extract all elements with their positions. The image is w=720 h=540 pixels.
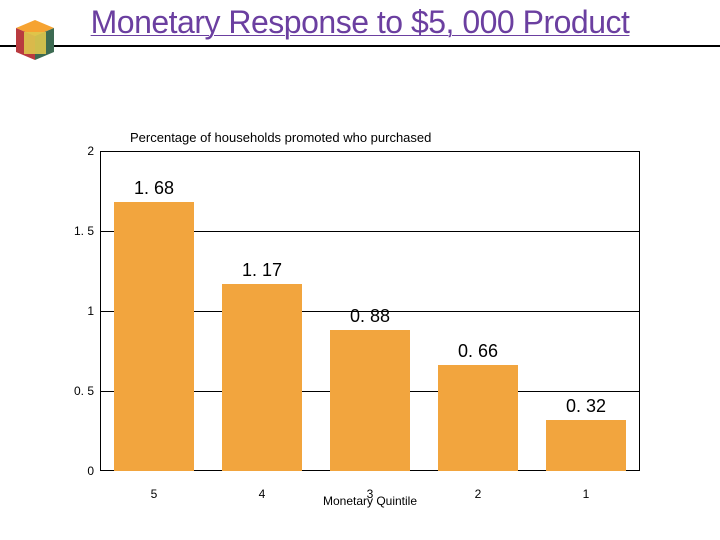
- bar-value-label: 1. 68: [134, 178, 174, 199]
- grid-line: [100, 151, 640, 152]
- bar: 0. 32: [546, 420, 626, 471]
- bar: 1. 68: [114, 202, 194, 471]
- y-tick-label: 2: [87, 144, 94, 158]
- x-tick-label: 1: [583, 487, 590, 501]
- y-tick-label: 0: [87, 464, 94, 478]
- bar: 0. 66: [438, 365, 518, 471]
- bar-value-label: 0. 32: [566, 396, 606, 417]
- y-tick-label: 0. 5: [74, 384, 94, 398]
- y-tick-label: 1: [87, 304, 94, 318]
- bar: 0. 88: [330, 330, 410, 471]
- x-axis-label: Monetary Quintile: [323, 494, 417, 508]
- y-tick-label: 1. 5: [74, 224, 94, 238]
- bar-value-label: 0. 88: [350, 306, 390, 327]
- x-tick-label: 4: [259, 487, 266, 501]
- chart-title: Percentage of households promoted who pu…: [100, 130, 640, 145]
- x-tick-label: 5: [151, 487, 158, 501]
- slide-header: Monetary Response to $5, 000 Product: [0, 0, 720, 47]
- bar-value-label: 1. 17: [242, 260, 282, 281]
- bar-value-label: 0. 66: [458, 341, 498, 362]
- cube-logo: [14, 20, 56, 69]
- x-tick-label: 2: [475, 487, 482, 501]
- slide-title: Monetary Response to $5, 000 Product: [0, 4, 720, 41]
- bar: 1. 17: [222, 284, 302, 471]
- chart-container: Percentage of households promoted who pu…: [100, 130, 640, 471]
- chart-plot-area: 00. 511. 521. 6851. 1740. 8830. 6620. 32…: [100, 151, 640, 471]
